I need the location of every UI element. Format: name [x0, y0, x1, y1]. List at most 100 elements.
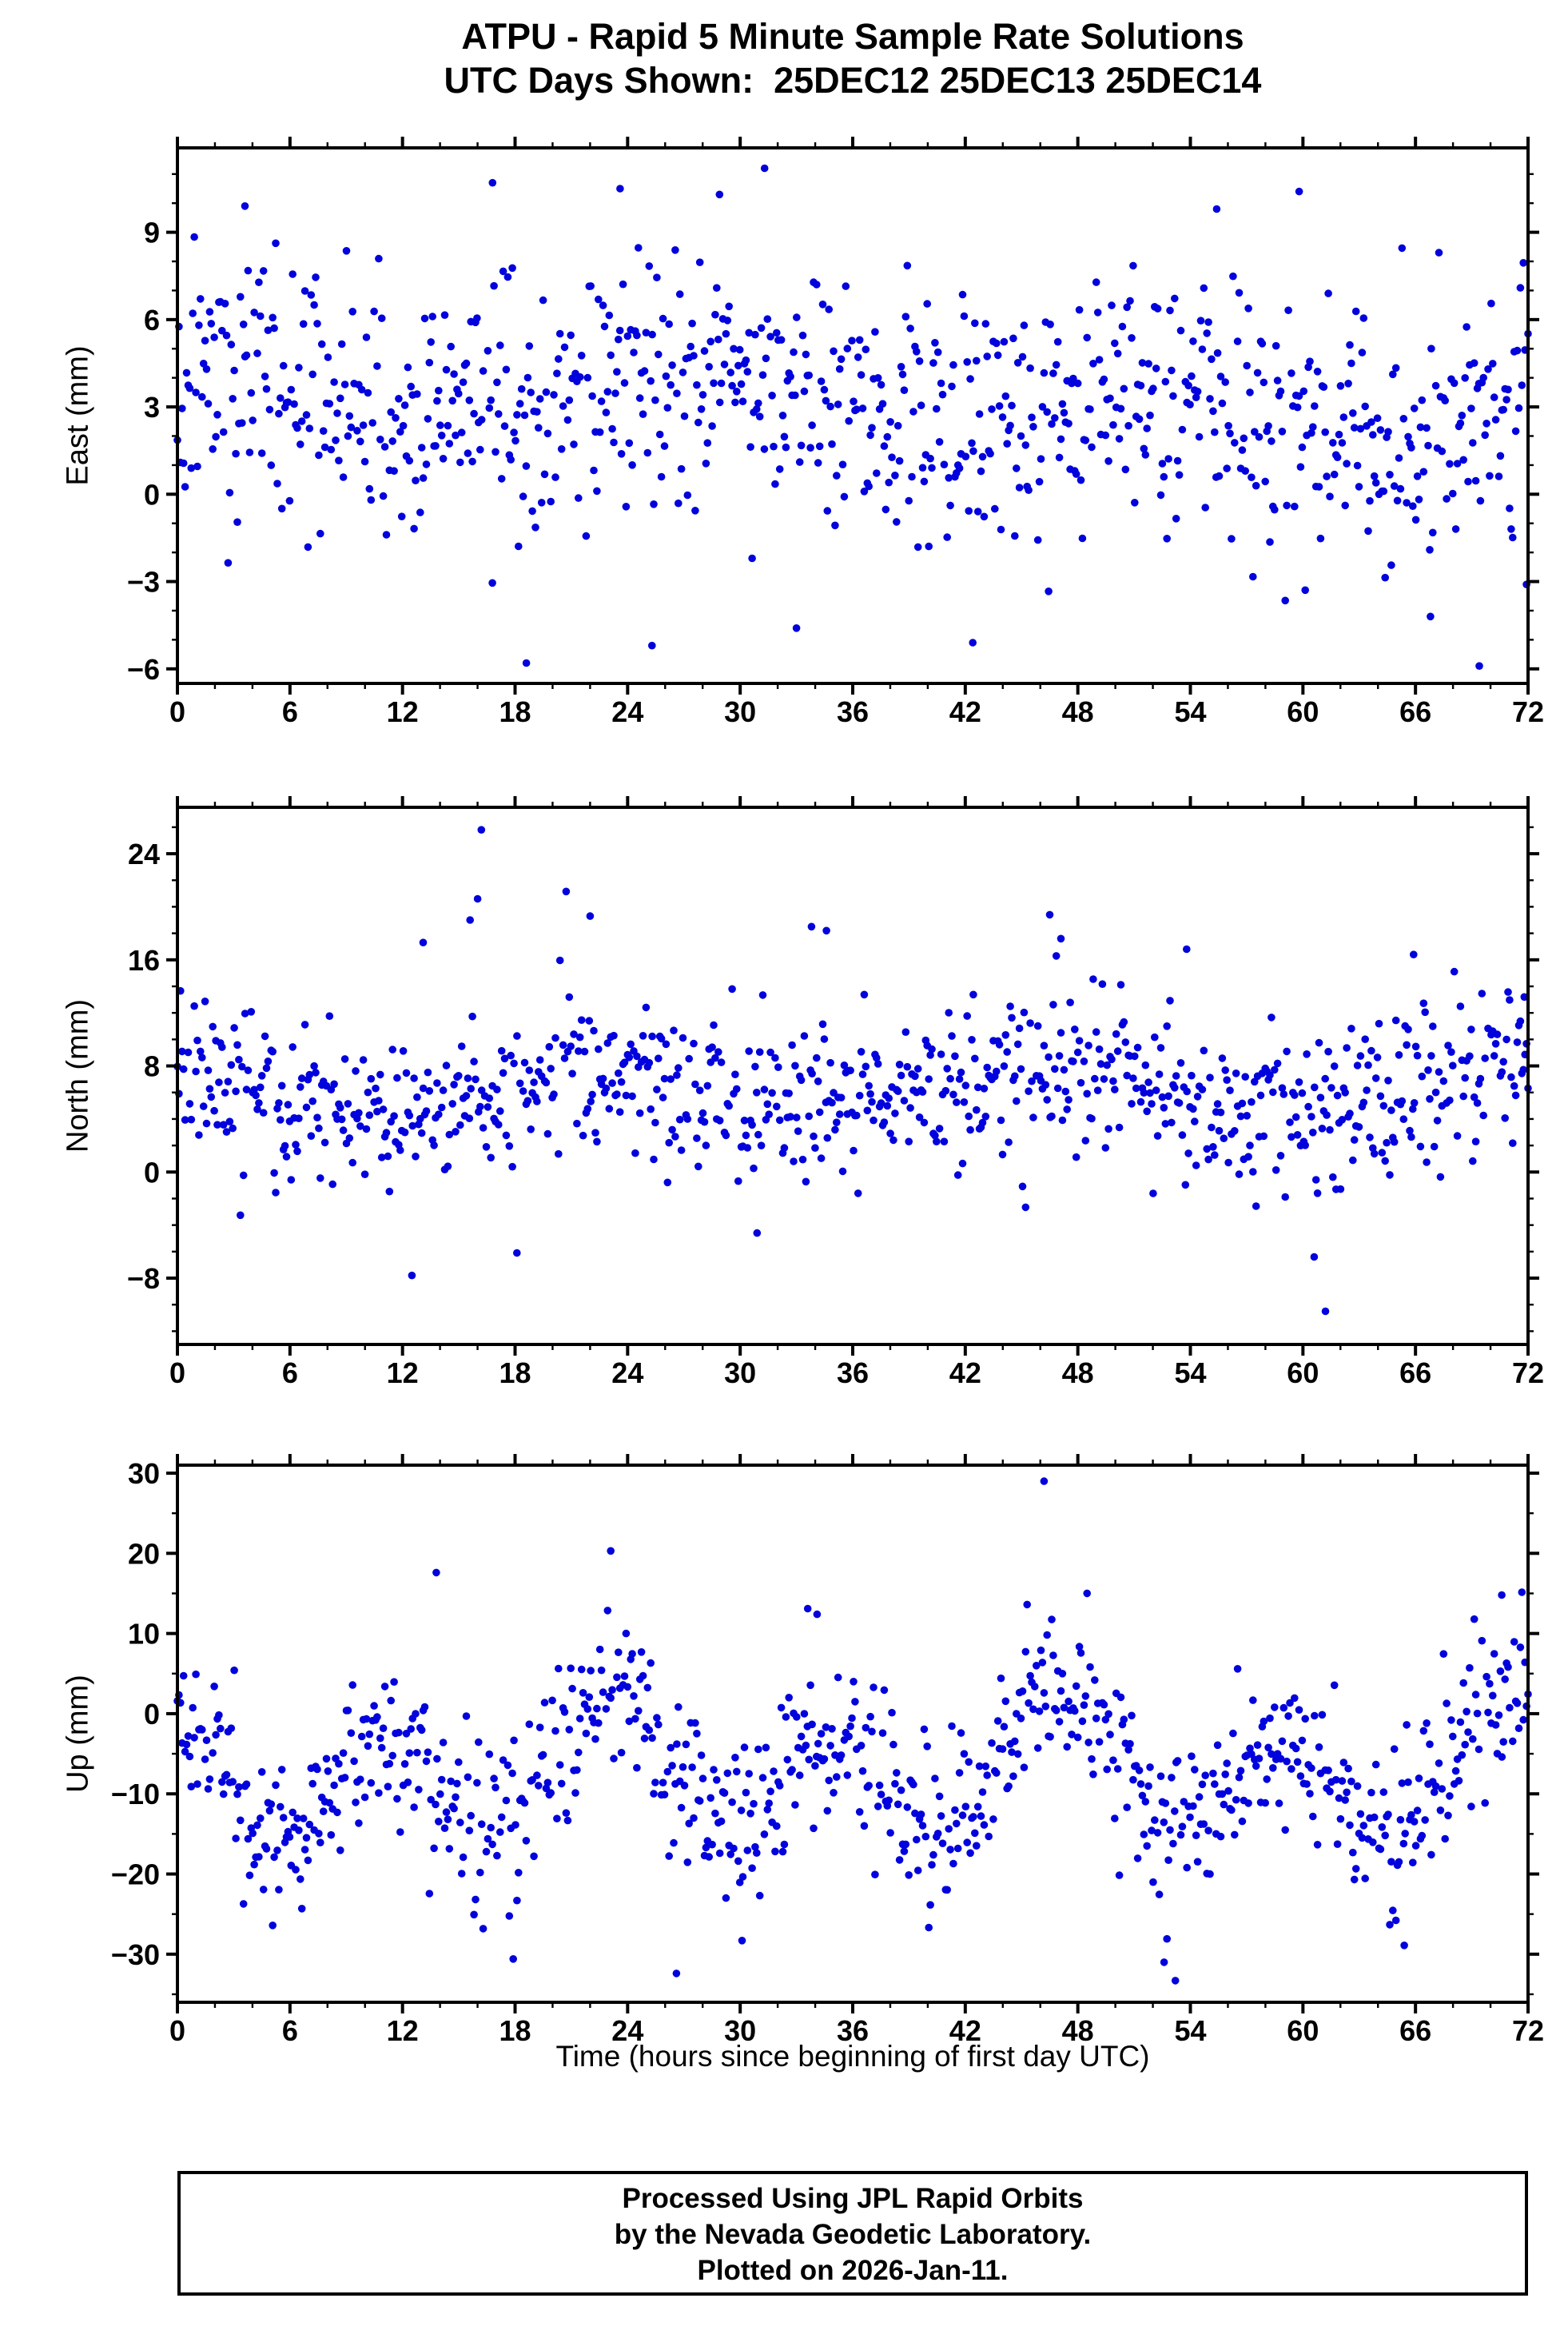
data-point [1160, 1958, 1168, 1966]
data-point [560, 1054, 569, 1062]
data-point [1458, 1750, 1467, 1759]
data-point [212, 432, 220, 441]
data-point [583, 1105, 592, 1113]
data-point [670, 1838, 678, 1847]
data-point [1273, 1059, 1282, 1068]
data-point [1121, 465, 1130, 474]
data-point [407, 1725, 415, 1733]
data-point [499, 1756, 507, 1764]
data-point [1209, 1769, 1217, 1778]
data-point [410, 1803, 418, 1811]
x-tick-label: 60 [1287, 695, 1319, 728]
data-point [1359, 1822, 1368, 1830]
data-point [1293, 1758, 1302, 1766]
data-point [1336, 1814, 1345, 1823]
data-point [1111, 339, 1119, 348]
data-point [918, 1822, 927, 1830]
data-point [319, 427, 328, 435]
data-point [553, 1814, 561, 1822]
data-point [204, 1785, 213, 1793]
data-point [1148, 1826, 1156, 1834]
data-point [702, 1843, 710, 1852]
data-point [1146, 1089, 1154, 1097]
data-point [628, 461, 636, 469]
data-point [437, 1775, 446, 1784]
data-point [1093, 309, 1102, 317]
data-point [888, 453, 896, 461]
data-point [233, 1790, 241, 1798]
data-point [1418, 1072, 1427, 1081]
data-point [1436, 1806, 1445, 1814]
data-point [1116, 404, 1125, 413]
data-point [1464, 1728, 1472, 1736]
data-point [1509, 1139, 1517, 1147]
data-point [961, 1081, 970, 1089]
data-point [1416, 1142, 1425, 1151]
data-point [1071, 1026, 1079, 1034]
data-point [805, 371, 813, 380]
data-point [617, 1077, 626, 1086]
data-point [993, 339, 1001, 348]
data-point [333, 1808, 341, 1817]
data-point [1353, 1061, 1362, 1069]
data-point [793, 1113, 801, 1121]
data-point [1441, 396, 1449, 405]
data-point [1427, 1850, 1435, 1859]
data-point [456, 1818, 464, 1826]
data-point [855, 1808, 864, 1816]
data-point [356, 1122, 364, 1130]
x-tick-label: 66 [1399, 695, 1431, 728]
data-point [722, 1894, 730, 1902]
data-point [1470, 359, 1478, 368]
data-point [465, 396, 474, 404]
data-point [928, 1861, 936, 1869]
data-point [1168, 1774, 1176, 1782]
data-point [963, 1838, 971, 1846]
data-point [1180, 1798, 1188, 1806]
data-point [662, 372, 671, 380]
data-point [324, 1767, 332, 1775]
data-point [417, 1726, 426, 1735]
data-point [710, 1766, 718, 1774]
data-point [181, 1747, 189, 1756]
data-point [857, 1048, 866, 1056]
data-point [811, 1762, 819, 1770]
data-point [239, 1171, 248, 1180]
data-point [1188, 372, 1196, 380]
data-point [630, 349, 638, 356]
data-point [1456, 419, 1465, 428]
data-point [1295, 1706, 1303, 1714]
data-point [937, 379, 945, 388]
data-point [575, 1715, 584, 1723]
data-point [495, 410, 503, 418]
data-point [1307, 1113, 1315, 1121]
data-point [495, 1121, 503, 1129]
data-point [1201, 1771, 1209, 1779]
data-point [690, 1814, 698, 1822]
data-point [202, 1119, 211, 1128]
data-point [615, 1069, 623, 1077]
data-point [362, 1125, 371, 1133]
x-tick-label: 30 [724, 1356, 756, 1389]
data-point [1470, 1615, 1478, 1623]
data-point [971, 1829, 979, 1838]
data-point [1073, 1048, 1082, 1057]
data-point [800, 1710, 809, 1718]
data-point [1248, 1097, 1256, 1106]
data-point [895, 1061, 904, 1069]
footer-line3: Plotted on 2026-Jan-11. [697, 2255, 1009, 2286]
data-point [1151, 1033, 1159, 1042]
data-point [535, 1056, 544, 1064]
data-point [533, 408, 541, 416]
data-point [1514, 404, 1523, 412]
data-point [1068, 1731, 1076, 1739]
data-point [388, 1751, 397, 1760]
data-point [244, 266, 253, 275]
data-point [1201, 504, 1209, 512]
data-point [1470, 1093, 1478, 1101]
data-point [635, 1707, 643, 1715]
data-point [635, 1109, 644, 1117]
data-point [232, 1834, 240, 1842]
data-point [607, 351, 615, 360]
data-point [647, 1105, 655, 1113]
